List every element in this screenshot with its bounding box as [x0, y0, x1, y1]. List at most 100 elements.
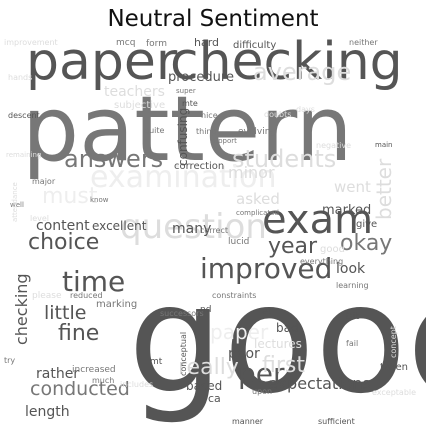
cloud-word-conceptual: conceptual [179, 331, 188, 376]
cloud-word-learning: learning [336, 281, 369, 290]
cloud-word-question: question [120, 207, 267, 247]
cloud-word-complicated: complicated [236, 209, 279, 217]
cloud-word-paper: paper [210, 320, 269, 344]
cloud-word-hands: hands [8, 73, 33, 82]
cloud-word-level: level [30, 214, 50, 223]
cloud-word-look: look [336, 261, 366, 277]
cloud-word-time: time [62, 265, 126, 298]
cloud-word-successors: successors [160, 309, 204, 318]
cloud-word-asked: asked [236, 190, 280, 208]
cloud-word-good: good [320, 244, 345, 255]
cloud-word-expectations: expectations [268, 374, 371, 393]
cloud-word-subjective: subjective [114, 100, 166, 111]
cloud-word-well: well [10, 201, 24, 209]
cloud-word-length: length [25, 404, 70, 420]
cloud-word-confusing: confusing [176, 107, 190, 166]
cloud-word-main: main [375, 141, 393, 149]
cloud-word-checking: checking [12, 273, 31, 345]
cloud-word-know: know [90, 196, 109, 204]
cloud-word-fail: fail [346, 339, 359, 348]
cloud-word-neither: neither [349, 38, 378, 47]
cloud-word-taken: taken [380, 362, 408, 373]
cloud-word-form: form [146, 39, 167, 49]
cloud-word-includes: includes [120, 380, 154, 389]
cloud-word-evolving: evolving [238, 127, 277, 137]
cloud-word-year: year [268, 234, 318, 259]
cloud-word-hard: hard [194, 36, 220, 49]
cloud-word-descent: descent [8, 111, 40, 120]
cloud-word-improvement: improvement [4, 38, 58, 47]
cloud-word-went: went [334, 178, 371, 196]
cloud-word-please: please [32, 291, 62, 301]
cloud-word-thing: thing [196, 127, 217, 136]
cloud-word-exceptable: exceptable [372, 388, 417, 397]
cloud-word-bit: bit [346, 311, 360, 322]
cloud-word-really: really [178, 355, 239, 380]
cloud-word-checking: checking [170, 32, 403, 92]
cloud-word-major: major [32, 177, 56, 186]
cloud-word-conducted: conducted [30, 378, 130, 400]
cloud-word-days: days [296, 105, 315, 114]
cloud-word-reduced: reduced [70, 291, 103, 300]
cloud-word-nice: nice [201, 111, 218, 120]
cloud-word-students: students [232, 145, 337, 173]
cloud-word-correction: correction [174, 161, 225, 172]
cloud-word-much: much [92, 376, 115, 385]
cloud-word-rather: rather [36, 366, 80, 382]
cloud-word-good: good [128, 253, 426, 427]
cloud-word-first: first [262, 353, 305, 378]
cloud-word-many: many [172, 221, 212, 237]
cloud-word-choice: choice [28, 230, 100, 255]
cloud-word-sufficient: sufficient [318, 417, 355, 426]
cloud-word-lectures: lectures [254, 337, 302, 351]
cloud-word-okay: okay [340, 231, 393, 256]
cloud-word-must: must [42, 184, 98, 209]
cloud-word-nd: nd [200, 305, 212, 315]
cloud-word-everything: everything [300, 257, 344, 266]
cloud-word-bad: bad [276, 321, 299, 335]
cloud-word-lucid: lucid [228, 237, 250, 247]
cloud-word-little: little [44, 302, 87, 324]
cloud-word-attendance: attendance [11, 182, 19, 222]
cloud-word-average: average [253, 58, 352, 86]
cloud-word-pattern: pattern [22, 77, 353, 182]
cloud-word-marked: marked [322, 203, 372, 218]
cloud-word-mte: mte [182, 99, 198, 108]
cloud-word-based: based [186, 379, 223, 393]
cloud-word-super: super [176, 87, 196, 95]
cloud-word-mt: mt [150, 357, 163, 367]
cloud-word-exam: exam [262, 197, 374, 243]
cloud-word-et: et [262, 307, 272, 317]
cloud-word-support: support [210, 137, 237, 145]
cloud-word-try: try [4, 356, 16, 365]
cloud-word-ca: ca [208, 392, 221, 405]
cloud-word-concept: concept [389, 326, 398, 358]
cloud-word-upon: upon [252, 387, 273, 396]
cloud-word-excellent: excellent [92, 219, 147, 233]
cloud-word-paper: paper [26, 32, 178, 92]
cloud-word-difficulty: difficulty [233, 40, 277, 51]
cloud-word-doubts: doubts [264, 110, 292, 119]
cloud-word-procedure: procedure [168, 70, 234, 85]
cloud-word-content: content [36, 218, 90, 234]
cloud-word-marking: marking [96, 299, 138, 310]
cloud-word-correct: correct [200, 226, 229, 235]
cloud-word-minor: minor [228, 163, 275, 182]
cloud-word-negative: negative [316, 141, 351, 150]
cloud-word-mcq: mcq [116, 38, 136, 48]
cloud-word-manner: manner [232, 417, 264, 426]
cloud-word-poor: poor [228, 346, 260, 362]
cloud-word-per: per [238, 357, 285, 390]
cloud-word-better: better [372, 158, 396, 220]
cloud-word-fine: fine [58, 321, 100, 346]
cloud-word-examination: examination [90, 160, 277, 195]
cloud-title: Neutral Sentiment [107, 6, 319, 32]
cloud-word-teachers: teachers [104, 84, 165, 100]
cloud-word-increased: increased [72, 365, 116, 375]
cloud-word-answers: answers [64, 145, 164, 173]
cloud-word-improved: improved [200, 252, 333, 285]
cloud-word-remaining: remaining [6, 151, 42, 159]
cloud-word-give: give [356, 219, 378, 230]
cloud-word-quite: quite [144, 126, 165, 135]
